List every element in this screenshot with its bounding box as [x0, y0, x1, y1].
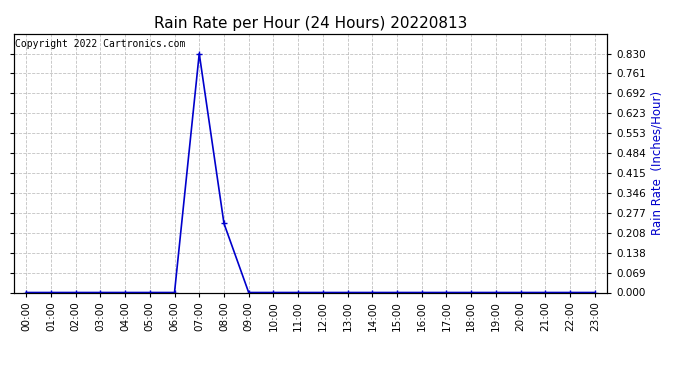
Text: Copyright 2022 Cartronics.com: Copyright 2022 Cartronics.com — [15, 39, 186, 49]
Y-axis label: Rain Rate  (Inches/Hour): Rain Rate (Inches/Hour) — [650, 91, 663, 235]
Title: Rain Rate per Hour (24 Hours) 20220813: Rain Rate per Hour (24 Hours) 20220813 — [154, 16, 467, 31]
